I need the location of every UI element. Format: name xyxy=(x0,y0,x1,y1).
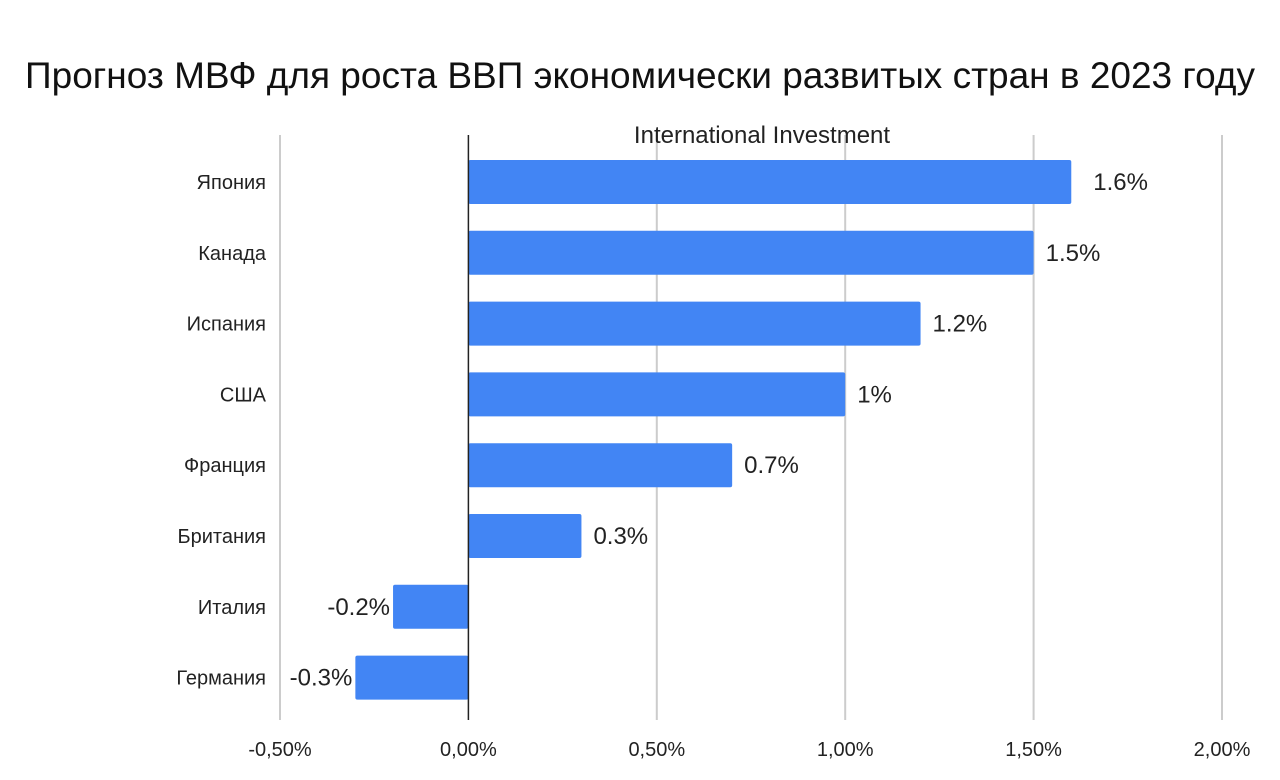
chart-title: Прогноз МВФ для роста ВВП экономически р… xyxy=(25,55,1255,96)
category-label: Франция xyxy=(184,455,266,477)
bar xyxy=(468,160,1072,204)
data-label: -0.2% xyxy=(327,594,390,621)
bar xyxy=(355,655,469,700)
bar xyxy=(468,514,582,558)
chart-subtitle: International Investment xyxy=(634,122,890,149)
bar xyxy=(468,372,846,417)
category-label: Италия xyxy=(198,597,266,619)
category-label: Британия xyxy=(177,526,266,548)
x-tick-label: 1,00% xyxy=(817,739,874,761)
category-label: Япония xyxy=(197,172,266,194)
data-label: 0.7% xyxy=(744,452,799,479)
bar xyxy=(468,230,1034,275)
data-label: 1.5% xyxy=(1046,240,1101,267)
bar xyxy=(468,443,733,488)
category-label: Германия xyxy=(176,668,266,690)
x-tick-label: 2,00% xyxy=(1194,739,1251,761)
category-label: Канада xyxy=(198,243,267,265)
data-label: 1.6% xyxy=(1093,169,1148,196)
category-label: Испания xyxy=(187,314,266,336)
x-tick-label: 0,50% xyxy=(628,739,685,761)
data-label: 0.3% xyxy=(593,523,648,550)
x-tick-label: 0,00% xyxy=(440,739,497,761)
data-label: 1.2% xyxy=(933,311,988,338)
data-label: -0.3% xyxy=(290,665,353,692)
x-tick-label: -0,50% xyxy=(248,739,312,761)
bar xyxy=(468,301,921,346)
data-label: 1% xyxy=(857,381,892,408)
category-label: США xyxy=(220,384,267,406)
x-tick-label: 1,50% xyxy=(1005,739,1062,761)
bar xyxy=(393,584,469,629)
